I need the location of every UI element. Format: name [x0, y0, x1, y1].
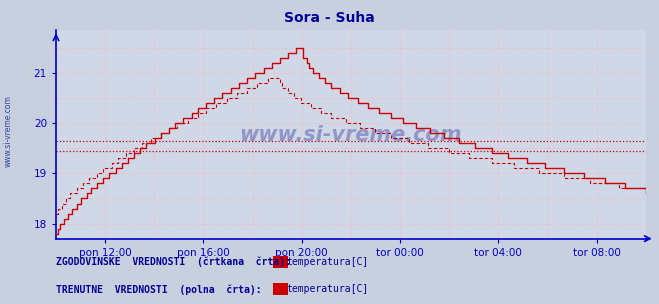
Text: www.si-vreme.com: www.si-vreme.com — [3, 95, 13, 167]
Text: ZGODOVINSKE  VREDNOSTI  (črtkana  črta):: ZGODOVINSKE VREDNOSTI (črtkana črta): — [56, 257, 291, 267]
Text: temperatura[C]: temperatura[C] — [287, 257, 369, 267]
Text: Sora - Suha: Sora - Suha — [284, 11, 375, 25]
Text: TRENUTNE  VREDNOSTI  (polna  črta):: TRENUTNE VREDNOSTI (polna črta): — [56, 284, 262, 295]
Text: www.si-vreme.com: www.si-vreme.com — [240, 125, 462, 144]
Text: temperatura[C]: temperatura[C] — [287, 285, 369, 294]
